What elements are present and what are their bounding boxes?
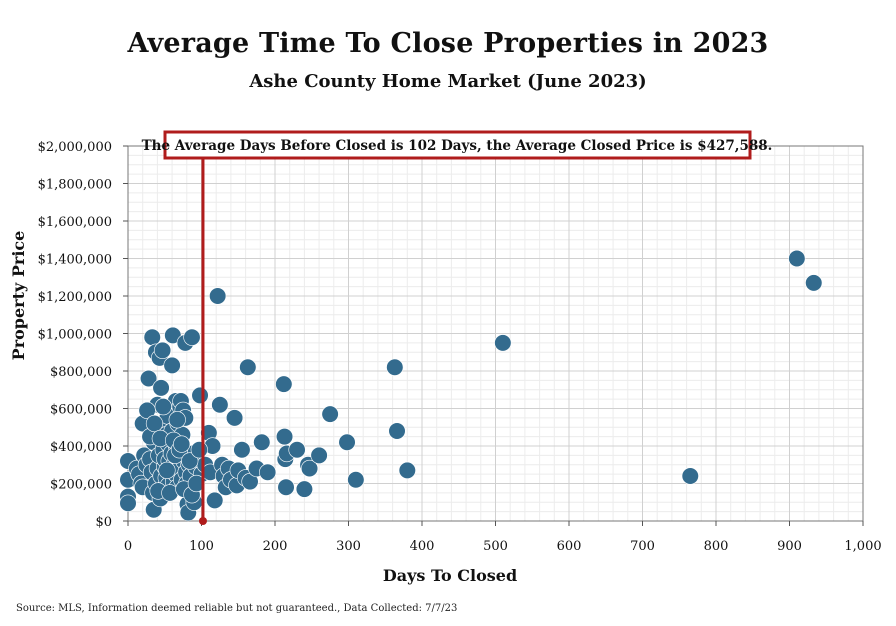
data-point — [233, 441, 251, 459]
data-point — [119, 494, 137, 512]
x-tick-label: 300 — [336, 539, 361, 554]
y-tick-label: $1,000,000 — [38, 328, 112, 343]
data-point — [152, 379, 170, 397]
data-point — [310, 446, 328, 464]
data-point — [190, 441, 208, 459]
annotation-border — [163, 130, 752, 160]
y-tick-label: $1,600,000 — [38, 215, 112, 230]
x-tick-label: 700 — [630, 539, 655, 554]
data-point — [173, 435, 191, 453]
data-point — [253, 433, 271, 451]
data-point — [168, 411, 186, 429]
x-tick-label: 100 — [189, 539, 214, 554]
y-tick-label: $2,000,000 — [38, 140, 112, 155]
data-point — [681, 467, 699, 485]
data-point — [211, 396, 229, 414]
x-tick-label: 400 — [410, 539, 435, 554]
x-tick-label: 600 — [557, 539, 582, 554]
data-point — [153, 341, 172, 359]
reference-line-group — [198, 146, 207, 525]
data-point — [158, 461, 176, 479]
y-axis-ticks: $0 $200,000 $400,000 $600,000 $800,000 $1,000… — [38, 140, 128, 530]
data-point — [295, 480, 314, 498]
x-tick-label: 500 — [483, 539, 508, 554]
data-point — [209, 287, 227, 305]
data-point — [321, 405, 339, 423]
x-tick-label: 900 — [777, 539, 802, 554]
x-tick-label: 0 — [124, 539, 132, 554]
data-point — [347, 471, 365, 489]
y-tick-label: $1,800,000 — [38, 178, 112, 193]
data-point — [239, 358, 257, 376]
data-point — [187, 474, 205, 493]
data-point — [338, 433, 356, 451]
data-point — [805, 274, 823, 292]
data-point — [388, 422, 406, 440]
y-tick-label: $600,000 — [50, 403, 112, 418]
x-tick-label: 200 — [263, 539, 288, 554]
annotation-box: The Average Days Before Closed is 102 Da… — [142, 130, 773, 160]
data-point — [398, 461, 416, 479]
data-point — [275, 428, 294, 446]
data-point — [154, 398, 172, 416]
y-tick-label: $0 — [95, 515, 112, 530]
x-tick-label: 1,000 — [844, 539, 881, 554]
annotation-text: The Average Days Before Closed is 102 Da… — [142, 138, 773, 154]
y-axis-title: Property Price — [9, 231, 28, 361]
chart-subtitle: Ashe County Home Market (June 2023) — [249, 71, 647, 92]
x-tick-label: 800 — [704, 539, 729, 554]
y-tick-label: $400,000 — [50, 440, 112, 455]
data-point — [191, 386, 209, 404]
data-points — [119, 249, 823, 522]
data-point — [259, 463, 277, 481]
y-tick-label: $200,000 — [50, 478, 112, 493]
data-point — [225, 409, 244, 427]
y-tick-label: $800,000 — [50, 365, 112, 380]
x-axis-title: Days To Closed — [383, 566, 517, 585]
data-point — [145, 414, 164, 433]
x-axis-ticks: 0 100 200 300 400 500 600 700 800 900 1,000 — [124, 521, 882, 554]
data-point — [386, 358, 404, 376]
data-point — [181, 452, 199, 470]
data-point — [139, 369, 158, 388]
data-point — [788, 249, 806, 268]
source-note: Source: MLS, Information deemed reliable… — [16, 603, 458, 614]
data-point — [288, 441, 306, 459]
data-point — [206, 491, 224, 509]
data-point — [300, 459, 319, 478]
data-point — [138, 401, 156, 419]
data-point — [163, 356, 181, 374]
data-point — [275, 375, 293, 393]
data-point — [277, 478, 295, 496]
y-tick-label: $1,400,000 — [38, 253, 112, 268]
data-point — [183, 328, 201, 346]
y-tick-label: $1,200,000 — [38, 290, 112, 305]
data-point — [494, 334, 512, 352]
chart-title: Average Time To Close Properties in 2023 — [127, 28, 769, 59]
average-days-marker — [198, 517, 207, 525]
